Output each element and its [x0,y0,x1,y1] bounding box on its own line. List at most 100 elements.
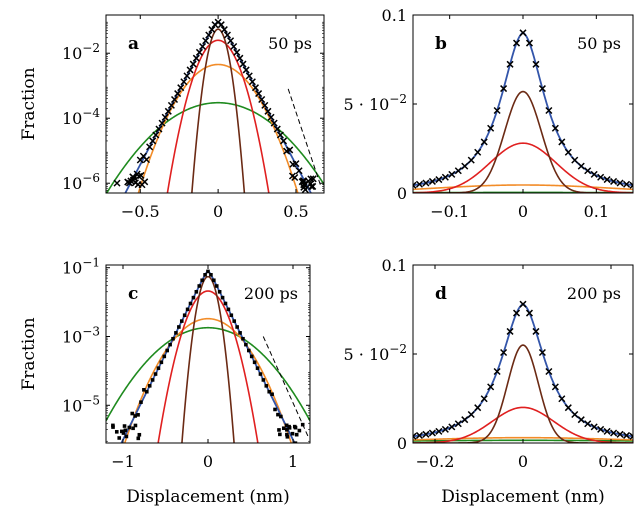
data-point [467,410,475,419]
data-point [474,148,482,156]
data-point [174,331,178,335]
data-point [123,428,128,433]
data-point [114,430,119,434]
data-point [220,295,225,300]
data-point [267,113,275,121]
data-point [525,309,534,317]
data-point [133,414,137,418]
y-tick-label: 0 [397,434,407,453]
data-point [286,146,294,154]
x-tick-label: 1 [288,452,298,471]
data-point [242,66,250,74]
data-point [519,300,527,308]
component-curve-1 [106,101,324,193]
panel-letter: a [128,34,139,54]
data-point [629,432,633,440]
data-point [281,426,286,431]
x-axis-label: Displacement (nm) [441,487,605,507]
data-point [493,367,501,376]
data-point [290,431,295,436]
data-point [155,125,163,133]
data-point [564,404,572,412]
data-point [223,301,228,306]
data-point [152,131,160,139]
data-point [461,162,469,170]
panel-b: −0.1 0 0.1 0 5 · 10−2 0.1 b 50 ps [344,6,634,221]
data-point [487,383,495,391]
data-point [227,37,235,45]
data-point [167,101,175,109]
data-point [129,173,137,181]
component-curve-3 [166,39,270,193]
data-point [454,167,462,175]
component-curve-4 [181,275,235,443]
x-tick-label: −0.1 [430,202,469,221]
data-point [195,48,203,56]
data-point [435,176,443,184]
time-annotation: 200 ps [244,284,298,303]
data-point [159,360,164,365]
data-markers [413,29,633,189]
data-point [145,389,149,394]
data-point [168,342,172,347]
data-point [558,395,566,403]
data-point [506,327,514,335]
data-point [236,54,244,62]
data-point [441,173,449,181]
data-point [189,60,197,68]
component-curve-3 [157,290,259,443]
data-point [590,170,598,178]
data-point [415,431,424,439]
x-tick-label: 0 [518,452,528,471]
data-point [435,427,443,435]
data-point [294,432,299,437]
data-point [610,177,618,185]
data-point [415,180,424,188]
x-tick-label: −1 [111,452,135,471]
data-point [235,325,239,329]
data-point [149,137,157,145]
data-point [448,423,456,431]
panel-d: −0.2 0 0.2 0 5 · 10−2 0.1 d 200 ps Displacement … [344,256,634,507]
data-point [622,180,631,188]
y-axis-label: Fraction [19,317,39,390]
data-point [258,372,263,376]
x-axis-label: Displacement (nm) [126,487,290,507]
data-point [255,366,260,370]
data-point [251,84,260,92]
data-point [597,173,605,181]
data-point [577,416,585,424]
panel-c: −1 0 1 10−5 10−3 10−1 c 200 ps Fraction Displacem… [19,256,311,507]
panel-letter: b [435,34,447,54]
data-point [230,42,238,51]
data-point [136,436,141,441]
data-point [217,21,225,29]
data-point [300,177,308,185]
data-point [214,284,219,288]
data-point [117,436,122,440]
data-point [185,307,190,312]
data-point [428,429,436,437]
component-curve-4 [191,28,246,193]
data-point [413,432,417,440]
data-point [245,72,253,80]
data-point [239,60,247,68]
data-point [413,181,417,189]
data-point [147,384,152,388]
data-point [277,428,281,432]
data-point [597,425,605,433]
data-point [136,413,140,417]
data-point [558,138,566,146]
data-point [480,395,488,403]
data-point [293,441,298,443]
data-point [249,354,254,359]
data-point [276,131,284,139]
data-point [212,278,216,283]
data-point [209,273,213,277]
data-point [267,389,271,394]
time-annotation: 50 ps [577,34,621,53]
data-point [428,177,436,185]
component-curve-3 [413,406,633,443]
y-tick-label: 5 · 10−2 [344,92,408,114]
